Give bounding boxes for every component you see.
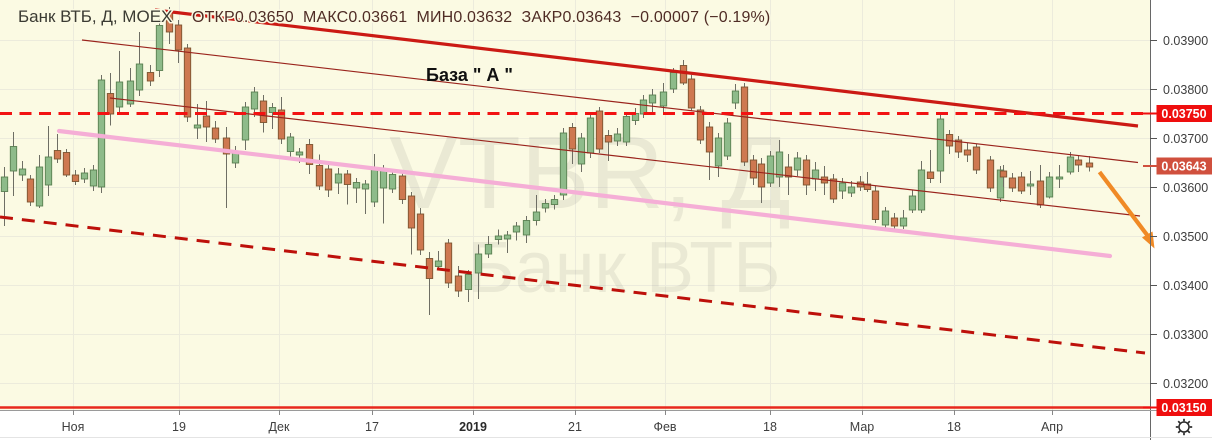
svg-text:17: 17 [365, 420, 379, 434]
svg-text:0.03500: 0.03500 [1163, 230, 1208, 244]
svg-text:ОТКР0.03650 МАКС0.03661 МИН0: ОТКР0.03650 МАКС0.03661 МИН0.03632 ЗАКР0… [192, 9, 770, 26]
svg-text:0.03750: 0.03750 [1161, 107, 1206, 121]
svg-text:0.03300: 0.03300 [1163, 328, 1208, 342]
svg-text:0.03643: 0.03643 [1161, 160, 1206, 174]
svg-text:18: 18 [947, 420, 961, 434]
svg-text:19: 19 [172, 420, 186, 434]
svg-text:Фев: Фев [653, 420, 676, 434]
svg-text:Банк ВТБ, Д, MOEX: Банк ВТБ, Д, MOEX [18, 7, 172, 26]
svg-text:Ноя: Ноя [62, 420, 85, 434]
svg-text:Банк ВТБ: Банк ВТБ [468, 228, 781, 308]
svg-text:Апр: Апр [1041, 420, 1063, 434]
svg-text:Мар: Мар [850, 420, 875, 434]
svg-text:0.03900: 0.03900 [1163, 34, 1208, 48]
svg-text:21: 21 [568, 420, 582, 434]
svg-text:0.03200: 0.03200 [1163, 377, 1208, 391]
svg-text:0.03400: 0.03400 [1163, 279, 1208, 293]
svg-text:18: 18 [763, 420, 777, 434]
svg-text:0.03700: 0.03700 [1163, 132, 1208, 146]
svg-text:0.03800: 0.03800 [1163, 83, 1208, 97]
svg-text:База " А ": База " А " [426, 65, 513, 85]
svg-text:2019: 2019 [459, 420, 487, 434]
svg-text:0.03600: 0.03600 [1163, 181, 1208, 195]
svg-text:0.03150: 0.03150 [1161, 401, 1206, 415]
svg-text:Дек: Дек [269, 420, 290, 434]
